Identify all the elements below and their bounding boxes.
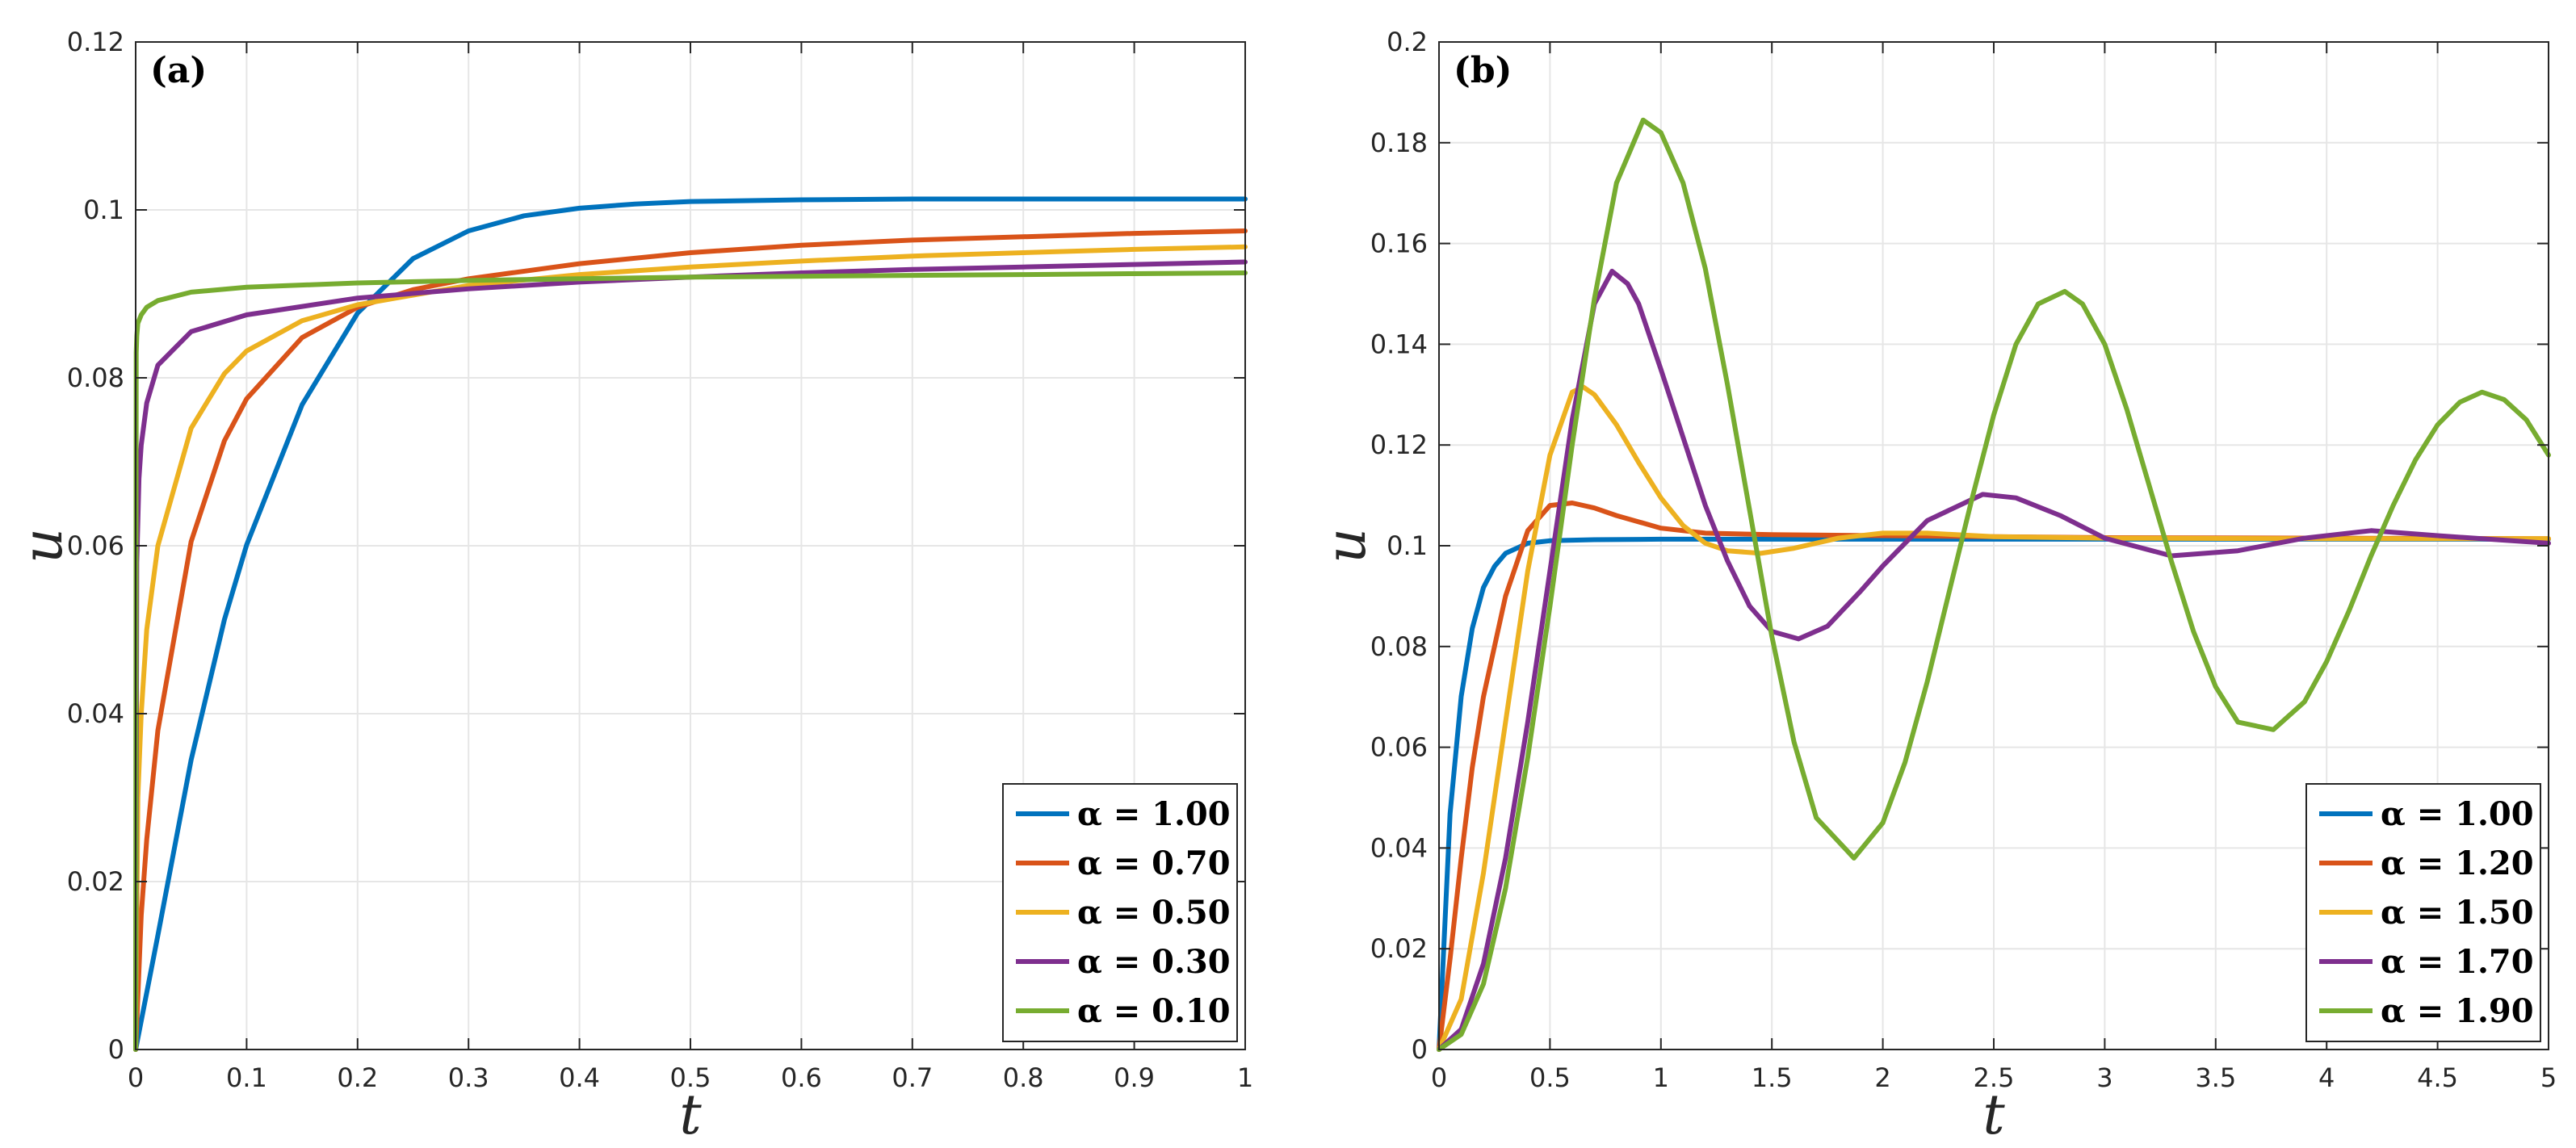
x-tick-label: 0.2 xyxy=(337,1062,378,1093)
x-tick-label: 0.5 xyxy=(670,1062,711,1093)
x-tick-label: 0.7 xyxy=(892,1062,933,1093)
y-tick-label: 0.02 xyxy=(67,866,124,897)
legend-entry-label: α = 1.50 xyxy=(2381,894,2534,932)
y-tick-label: 0.16 xyxy=(1370,228,1428,259)
y-tick-label: 0.06 xyxy=(1370,732,1428,763)
x-tick-label: 0 xyxy=(128,1062,144,1093)
series-line-b-2 xyxy=(1437,384,2551,1052)
series-line-a-0 xyxy=(133,196,1248,1052)
series-line-b-3 xyxy=(1437,268,2551,1052)
legend-entry-label: α = 0.10 xyxy=(1077,992,1231,1030)
x-axis-label-a: t xyxy=(679,1083,702,1147)
x-tick-label: 1 xyxy=(1653,1062,1669,1093)
legend-entry-label: α = 1.90 xyxy=(2381,992,2534,1030)
legend-entry-label: α = 1.20 xyxy=(2381,844,2534,882)
y-tick-label: 0.14 xyxy=(1370,329,1428,359)
y-tick-label: 0 xyxy=(108,1034,124,1065)
legend-entry-label: α = 0.70 xyxy=(1077,844,1231,882)
ticks-group-b: 0 0.5 1 1.5 2 2.5 3 3.5 4 4.5 5 0 0.02 0.04 0.06 0.08 0.… xyxy=(1370,27,2557,1093)
y-tick-label: 0.12 xyxy=(67,27,124,57)
y-tick-label: 0.1 xyxy=(83,195,124,225)
y-tick-label: 0.02 xyxy=(1370,933,1428,964)
x-tick-label: 0.4 xyxy=(559,1062,600,1093)
x-tick-label: 0.8 xyxy=(1003,1062,1044,1093)
y-tick-label: 0 xyxy=(1412,1034,1428,1065)
y-tick-label: 0.08 xyxy=(1370,631,1428,662)
x-tick-label: 2.5 xyxy=(1974,1062,2015,1093)
x-tick-label: 0.3 xyxy=(448,1062,489,1093)
y-tick-label: 0.08 xyxy=(67,362,124,393)
y-tick-label: 0.04 xyxy=(1370,832,1428,863)
legend-entry-label: α = 0.30 xyxy=(1077,943,1231,981)
x-tick-label: 0.1 xyxy=(226,1062,267,1093)
x-tick-label: 0 xyxy=(1431,1062,1447,1093)
series-line-b-0 xyxy=(1437,536,2551,1052)
y-tick-label: 0.04 xyxy=(67,698,124,729)
panel-label-a: (a) xyxy=(150,50,207,91)
series-line-a-4 xyxy=(133,270,1248,1052)
y-axis-label-b: u xyxy=(1315,528,1378,564)
y-tick-label: 0.2 xyxy=(1387,27,1428,57)
x-tick-label: 0.5 xyxy=(1529,1062,1571,1093)
x-axis-label-b: t xyxy=(1982,1083,2005,1147)
y-tick-label: 0.06 xyxy=(67,530,124,561)
ticks-group-a: 0 0.1 0.2 0.3 0.4 0.5 0.6 0.7 0.8 0.9 1 0 0.02 0.04 0.… xyxy=(67,27,1253,1093)
y-tick-label: 0.18 xyxy=(1370,128,1428,158)
y-axis-label-a: u xyxy=(11,528,75,564)
x-tick-label: 2 xyxy=(1874,1062,1890,1093)
y-tick-label: 0.12 xyxy=(1370,429,1428,460)
legend-entry-label: α = 0.50 xyxy=(1077,894,1231,932)
x-tick-label: 1.5 xyxy=(1752,1062,1793,1093)
series-line-b-4 xyxy=(1437,117,2551,1052)
legend-entry-label: α = 1.00 xyxy=(1077,795,1231,833)
x-tick-label: 4 xyxy=(2318,1062,2335,1093)
series-group-b xyxy=(1437,117,2551,1052)
x-tick-label: 1 xyxy=(1237,1062,1253,1093)
chart-panel-a: 0 0.1 0.2 0.3 0.4 0.5 0.6 0.7 0.8 0.9 1 0 0.02 0.04 0.… xyxy=(11,27,1253,1147)
x-tick-label: 0.6 xyxy=(781,1062,822,1093)
y-tick-label: 0.1 xyxy=(1387,530,1428,561)
panel-label-b: (b) xyxy=(1454,50,1512,91)
legend-a: α = 1.00 α = 0.70 α = 0.50 α = 0.30 α = 0.10 xyxy=(1002,783,1238,1042)
legend-entry-label: α = 1.70 xyxy=(2381,943,2534,981)
x-tick-label: 4.5 xyxy=(2417,1062,2458,1093)
chart-panel-b: 0 0.5 1 1.5 2 2.5 3 3.5 4 4.5 5 0 0.02 0.04 0.06 0.08 0.… xyxy=(1315,27,2557,1147)
legend-b: α = 1.00 α = 1.20 α = 1.50 α = 1.70 α = 1.90 xyxy=(2305,783,2541,1042)
series-group-a xyxy=(133,196,1248,1052)
series-line-a-3 xyxy=(133,259,1248,1052)
legend-entry-label: α = 1.00 xyxy=(2381,795,2534,833)
x-tick-label: 5 xyxy=(2540,1062,2557,1093)
series-line-a-2 xyxy=(133,244,1248,1052)
x-tick-label: 0.9 xyxy=(1114,1062,1155,1093)
x-tick-label: 3.5 xyxy=(2195,1062,2236,1093)
x-tick-label: 3 xyxy=(2096,1062,2112,1093)
